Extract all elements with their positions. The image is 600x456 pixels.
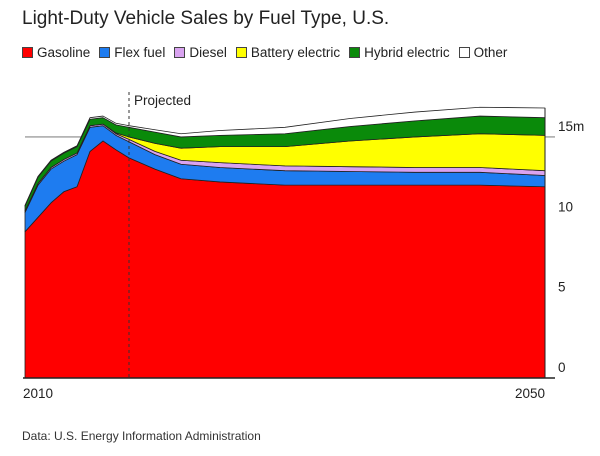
legend-label: Diesel [189,45,227,60]
y-tick-label: 5 [558,280,566,295]
source-note: Data: U.S. Energy Information Administra… [22,429,261,443]
x-tick-label: 2050 [515,386,545,401]
legend-swatch [235,47,247,58]
x-tick-label: 2010 [23,386,53,401]
legend: Gasoline Flex fuel Diesel Battery electric H… [22,45,507,60]
y-tick-label: 15m [558,119,584,134]
legend-label: Battery electric [250,45,341,60]
legend-label: Flex fuel [114,45,166,60]
chart-title: Light-Duty Vehicle Sales by Fuel Type, U… [22,8,390,29]
legend-item: Flex fuel [99,45,165,60]
legend-item: Other [458,45,508,60]
legend-swatch [349,47,361,58]
y-tick-label: 0 [558,360,566,375]
y-tick-label: 10 [558,199,573,214]
legend-label: Other [473,45,508,60]
legend-swatch [22,47,33,58]
legend-item: Diesel [174,45,227,60]
legend-swatch [174,47,186,58]
legend-swatch [458,47,470,58]
legend-item: Battery electric [235,45,341,60]
legend-item: Gasoline [22,45,90,60]
legend-label: Hybrid electric [364,45,450,60]
legend-label: Gasoline [37,45,91,60]
legend-swatch [99,47,111,58]
legend-item: Hybrid electric [349,45,450,60]
projected-label: Projected [134,93,191,108]
